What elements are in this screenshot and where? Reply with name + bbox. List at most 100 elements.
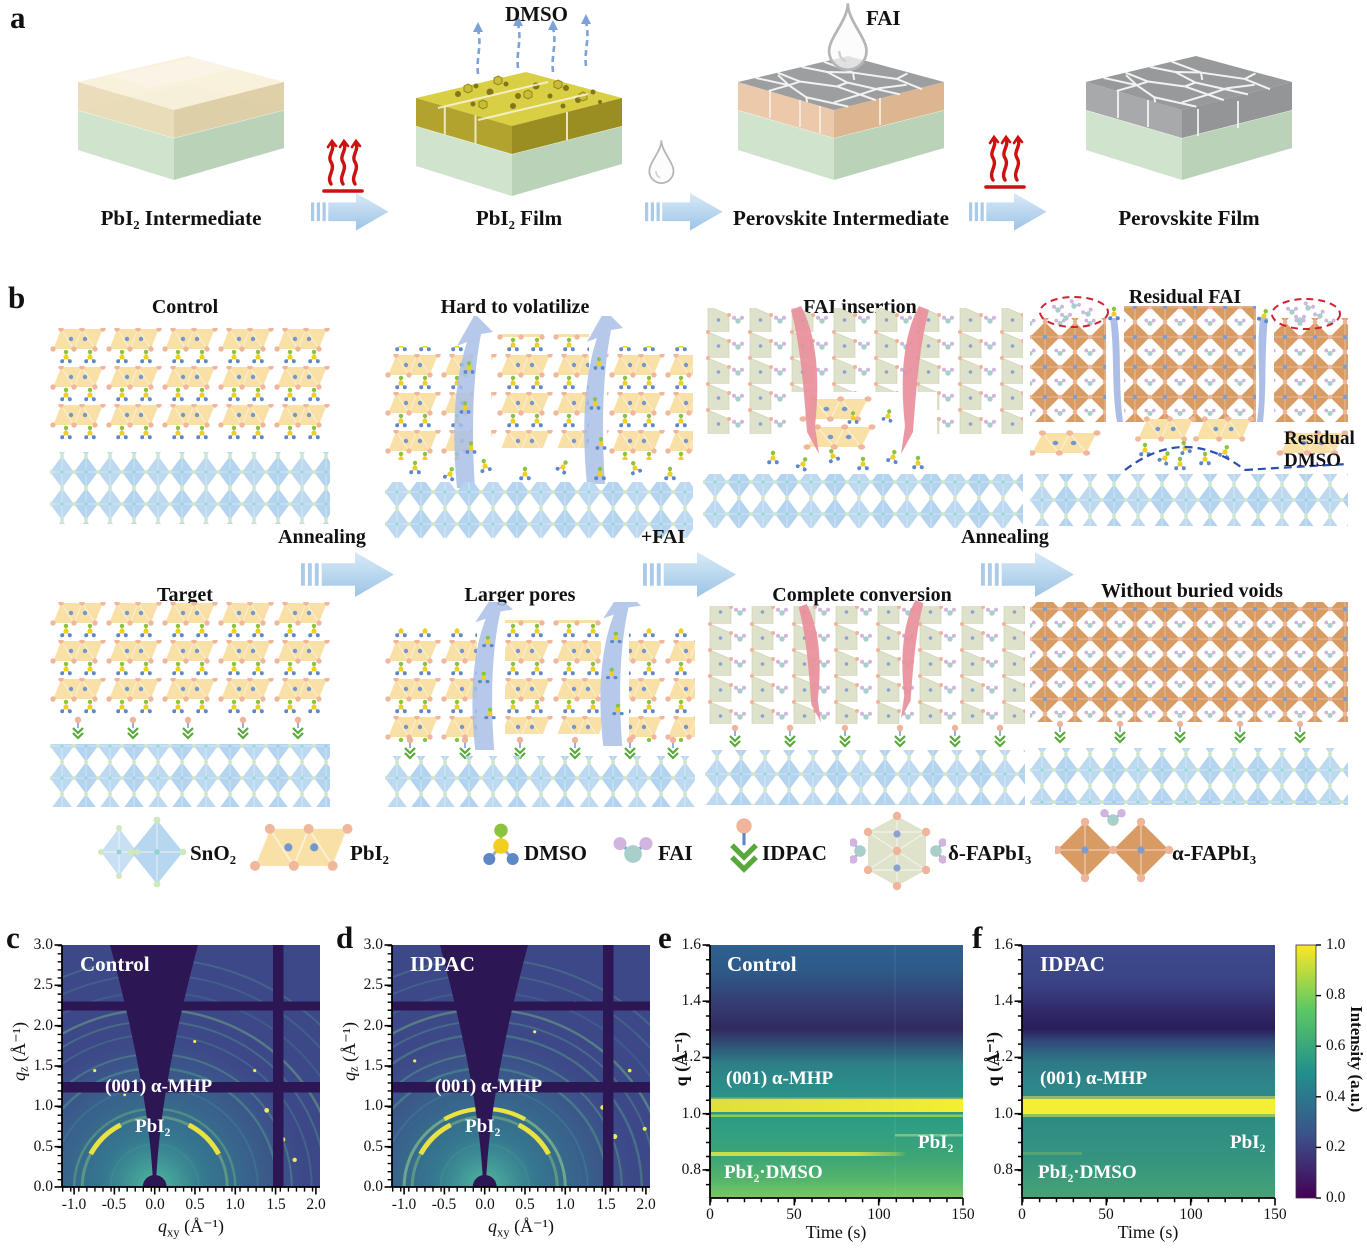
pbi2-film-box xyxy=(415,14,623,197)
e-y-tick: 1.6 xyxy=(681,936,701,953)
legend-label-alpha-fapbi3: α-FAPbI₃ xyxy=(1172,841,1257,865)
block-title-without-buried-voids: Without buried voids xyxy=(1101,580,1283,602)
c-x-tick: -0.5 xyxy=(101,1196,127,1213)
thin-line-q1 xyxy=(710,1114,963,1117)
heat-icon xyxy=(322,139,364,193)
colorbar-tick: 0.4 xyxy=(1326,1088,1346,1105)
mhp-band xyxy=(1022,1099,1275,1114)
d-x-tick: 0.0 xyxy=(475,1196,495,1213)
c-y-tick: 0.0 xyxy=(33,1178,53,1195)
e-y-tick: 1.2 xyxy=(681,1048,701,1065)
target-structure xyxy=(50,602,330,807)
legend-label-sno2: SnO₂ xyxy=(190,841,236,865)
process-arrow-icon xyxy=(643,552,736,597)
d-y-tick: 1.0 xyxy=(363,1097,383,1114)
d-y-tick: 2.5 xyxy=(363,976,383,993)
f-x-tick: 0 xyxy=(1018,1206,1026,1223)
hard-to-volatilize-structure xyxy=(385,316,693,538)
delta-fapbi3-legend-icon xyxy=(850,811,946,891)
dmso-label: DMSO xyxy=(505,2,568,26)
perovskite-film-box xyxy=(1048,14,1298,194)
c-x-tick: 1.0 xyxy=(225,1196,245,1213)
step-caption-perovskite-film: Perovskite Film xyxy=(1118,206,1260,230)
c-y-tick: 2.0 xyxy=(33,1017,53,1034)
block-title-hard-to-volatilize: Hard to volatilize xyxy=(440,296,590,318)
idpac-anchors xyxy=(728,723,1007,748)
residual-fai-structure xyxy=(1030,296,1348,526)
plot-title-d: IDPAC xyxy=(410,952,475,976)
idpac-legend-icon xyxy=(725,818,763,880)
colorbar-tick: 0.0 xyxy=(1326,1189,1346,1206)
c-x-tick: 1.5 xyxy=(266,1196,286,1213)
alpha-fapbi3-legend-icon xyxy=(1055,807,1174,883)
d-y-tick: 0.0 xyxy=(363,1178,383,1195)
annotation-pbdmso-f: PbI₂·DMSO xyxy=(1038,1162,1137,1183)
legend-label-fai: FAI xyxy=(658,841,693,865)
c-x-tick: -1.0 xyxy=(61,1196,87,1213)
c-y-tick: 1.5 xyxy=(33,1057,53,1074)
process-arrow-icon xyxy=(301,552,394,597)
pbi2-legend-icon xyxy=(250,822,354,872)
panel-c-letter: c xyxy=(6,920,20,955)
c-y-tick: 0.5 xyxy=(33,1138,53,1155)
larger-pores-structure xyxy=(385,602,695,807)
annotation-pbi2-f: PbI₂ xyxy=(1230,1132,1266,1153)
insitu-control-heatmap xyxy=(702,944,964,1206)
fai-label: FAI xyxy=(866,6,901,30)
e-xlabel: Time (s) xyxy=(805,1222,867,1242)
pbi2-dmso-faint xyxy=(1022,1152,1082,1155)
residual-fai-cluster xyxy=(1039,296,1109,328)
c-xlabel: qxy (Å⁻¹) xyxy=(158,1216,224,1240)
arrow-label-annealing-1: Annealing xyxy=(278,526,366,548)
colorbar-tick: 0.6 xyxy=(1326,1037,1346,1054)
annotation-mhp-f: (001) α-MHP xyxy=(1040,1068,1148,1089)
fai-insertion-structure xyxy=(703,306,1023,528)
mhp-band xyxy=(710,1099,963,1112)
idpac-anchors xyxy=(1053,719,1307,744)
colorbar-tick: 0.2 xyxy=(1326,1138,1346,1155)
perovskite-intermediate-box xyxy=(700,14,950,194)
d-y-tick: 3.0 xyxy=(363,936,383,953)
e-x-tick: 150 xyxy=(951,1206,975,1223)
annotation-pbi2-e: PbI₂ xyxy=(918,1132,954,1153)
block-title-complete-conversion: Complete conversion xyxy=(772,584,952,606)
d-x-tick: 2.0 xyxy=(636,1196,656,1213)
legend-label-dmso: DMSO xyxy=(524,841,587,865)
heat-icon xyxy=(984,135,1026,189)
step-caption-pbi2-intermediate: PbI₂ Intermediate xyxy=(100,206,262,230)
c-y-tick: 3.0 xyxy=(33,936,53,953)
f-x-tick: 150 xyxy=(1263,1206,1287,1223)
e-y-tick: 1.0 xyxy=(681,1105,701,1122)
annotation-pbdmso-e: PbI₂·DMSO xyxy=(724,1162,823,1183)
fai-legend-icon xyxy=(611,835,655,865)
f-x-tick: 100 xyxy=(1179,1206,1203,1223)
panel-a-letter: a xyxy=(10,0,26,35)
annotation-mhp-c: (001) α-MHP xyxy=(105,1076,213,1097)
plot-title-f: IDPAC xyxy=(1040,952,1105,976)
legend-label-delta-fapbi3: δ-FAPbI₃ xyxy=(948,841,1032,865)
scattered-dmso xyxy=(408,456,677,483)
without-buried-voids-structure xyxy=(1030,602,1348,805)
d-x-tick: -1.0 xyxy=(391,1196,417,1213)
residual-dmso-label: Residual DMSO xyxy=(1284,428,1355,471)
f-y-tick: 1.2 xyxy=(993,1048,1013,1065)
c-ylabel: qz (Å⁻¹) xyxy=(9,1022,31,1081)
d-y-tick: 2.0 xyxy=(363,1017,383,1034)
d-x-tick: 0.5 xyxy=(515,1196,535,1213)
c-x-tick: 0.5 xyxy=(185,1196,205,1213)
d-xlabel: qxy (Å⁻¹) xyxy=(488,1216,554,1240)
complete-conversion-structure xyxy=(705,600,1025,805)
legend-label-pbi2: PbI₂ xyxy=(350,841,389,865)
block-title-residual-fai: Residual FAI xyxy=(1128,286,1242,308)
colorbar-tick: 0.8 xyxy=(1326,986,1346,1003)
d-ylabel: qz (Å⁻¹) xyxy=(339,1022,361,1081)
d-x-tick: -0.5 xyxy=(431,1196,457,1213)
f-y-tick: 1.0 xyxy=(993,1105,1013,1122)
block-title-target: Target xyxy=(157,584,213,606)
intensity-colorbar xyxy=(1295,944,1321,1199)
process-arrow-icon xyxy=(645,193,723,231)
arrow-label-fai: +FAI xyxy=(640,526,686,548)
pbi2-line xyxy=(895,1134,963,1137)
c-x-tick: 0.0 xyxy=(145,1196,165,1213)
